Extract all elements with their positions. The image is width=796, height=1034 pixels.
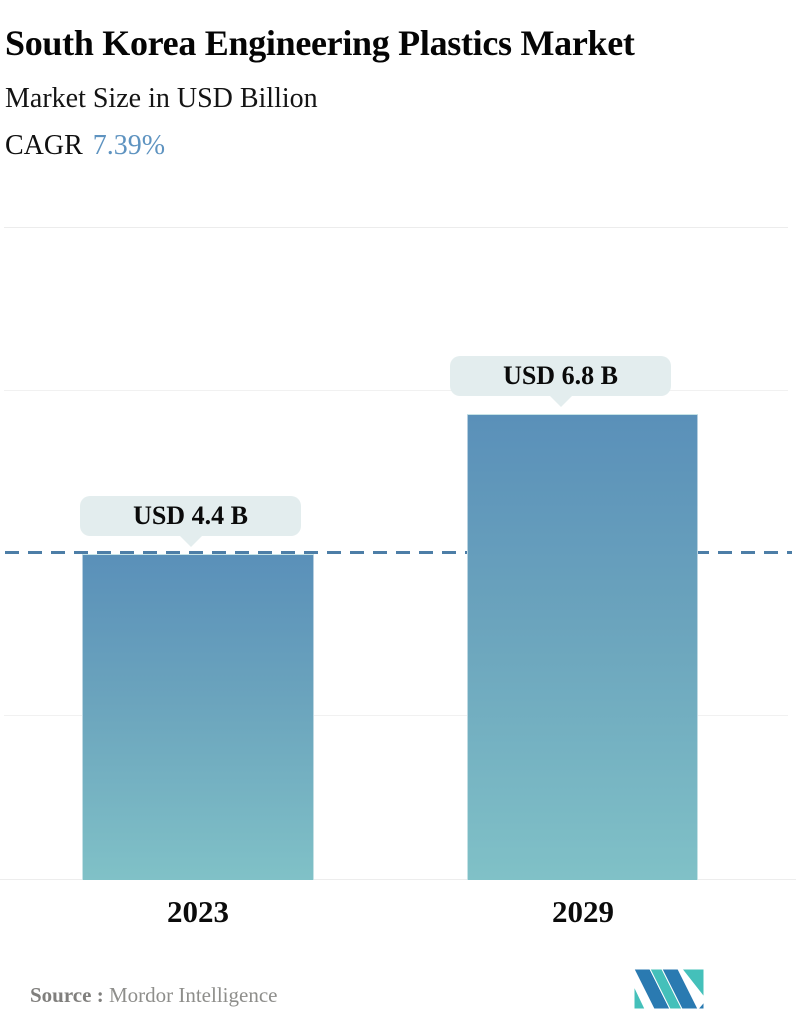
value-label-pointer [177, 534, 204, 547]
bar-chart-plot-area: USD 4.4 B USD 6.8 B [0, 227, 796, 880]
bar-2023[interactable] [82, 554, 314, 880]
value-label-pointer [547, 394, 574, 407]
gridline [4, 715, 788, 716]
source-attribution: Source : Mordor Intelligence [30, 982, 277, 1008]
source-value: Mordor Intelligence [108, 983, 278, 1007]
chart-header: South Korea Engineering Plastics Market … [5, 16, 715, 161]
reference-dashed-line [5, 551, 792, 554]
source-label: Source : [30, 983, 104, 1007]
x-axis-line [0, 879, 796, 880]
value-label-bubble: USD 6.8 B [450, 356, 671, 396]
bar-2029[interactable] [467, 414, 698, 880]
value-label-2023: USD 4.4 B [80, 496, 301, 547]
mordor-intelligence-logo [634, 969, 704, 1009]
cagr-value: 7.39% [92, 130, 166, 161]
x-tick-2023: 2023 [167, 894, 229, 929]
header-divider [4, 227, 788, 228]
gridline [4, 390, 788, 391]
chart-subtitle: Market Size in USD Billion [5, 83, 318, 114]
value-label-bubble: USD 4.4 B [80, 496, 301, 536]
value-label-2029: USD 6.8 B [450, 356, 671, 407]
cagr-line: CAGR 7.39% [5, 131, 715, 161]
cagr-label: CAGR [5, 130, 83, 161]
x-tick-2029: 2029 [552, 894, 614, 929]
page-title: South Korea Engineering Plastics Market [5, 23, 635, 63]
